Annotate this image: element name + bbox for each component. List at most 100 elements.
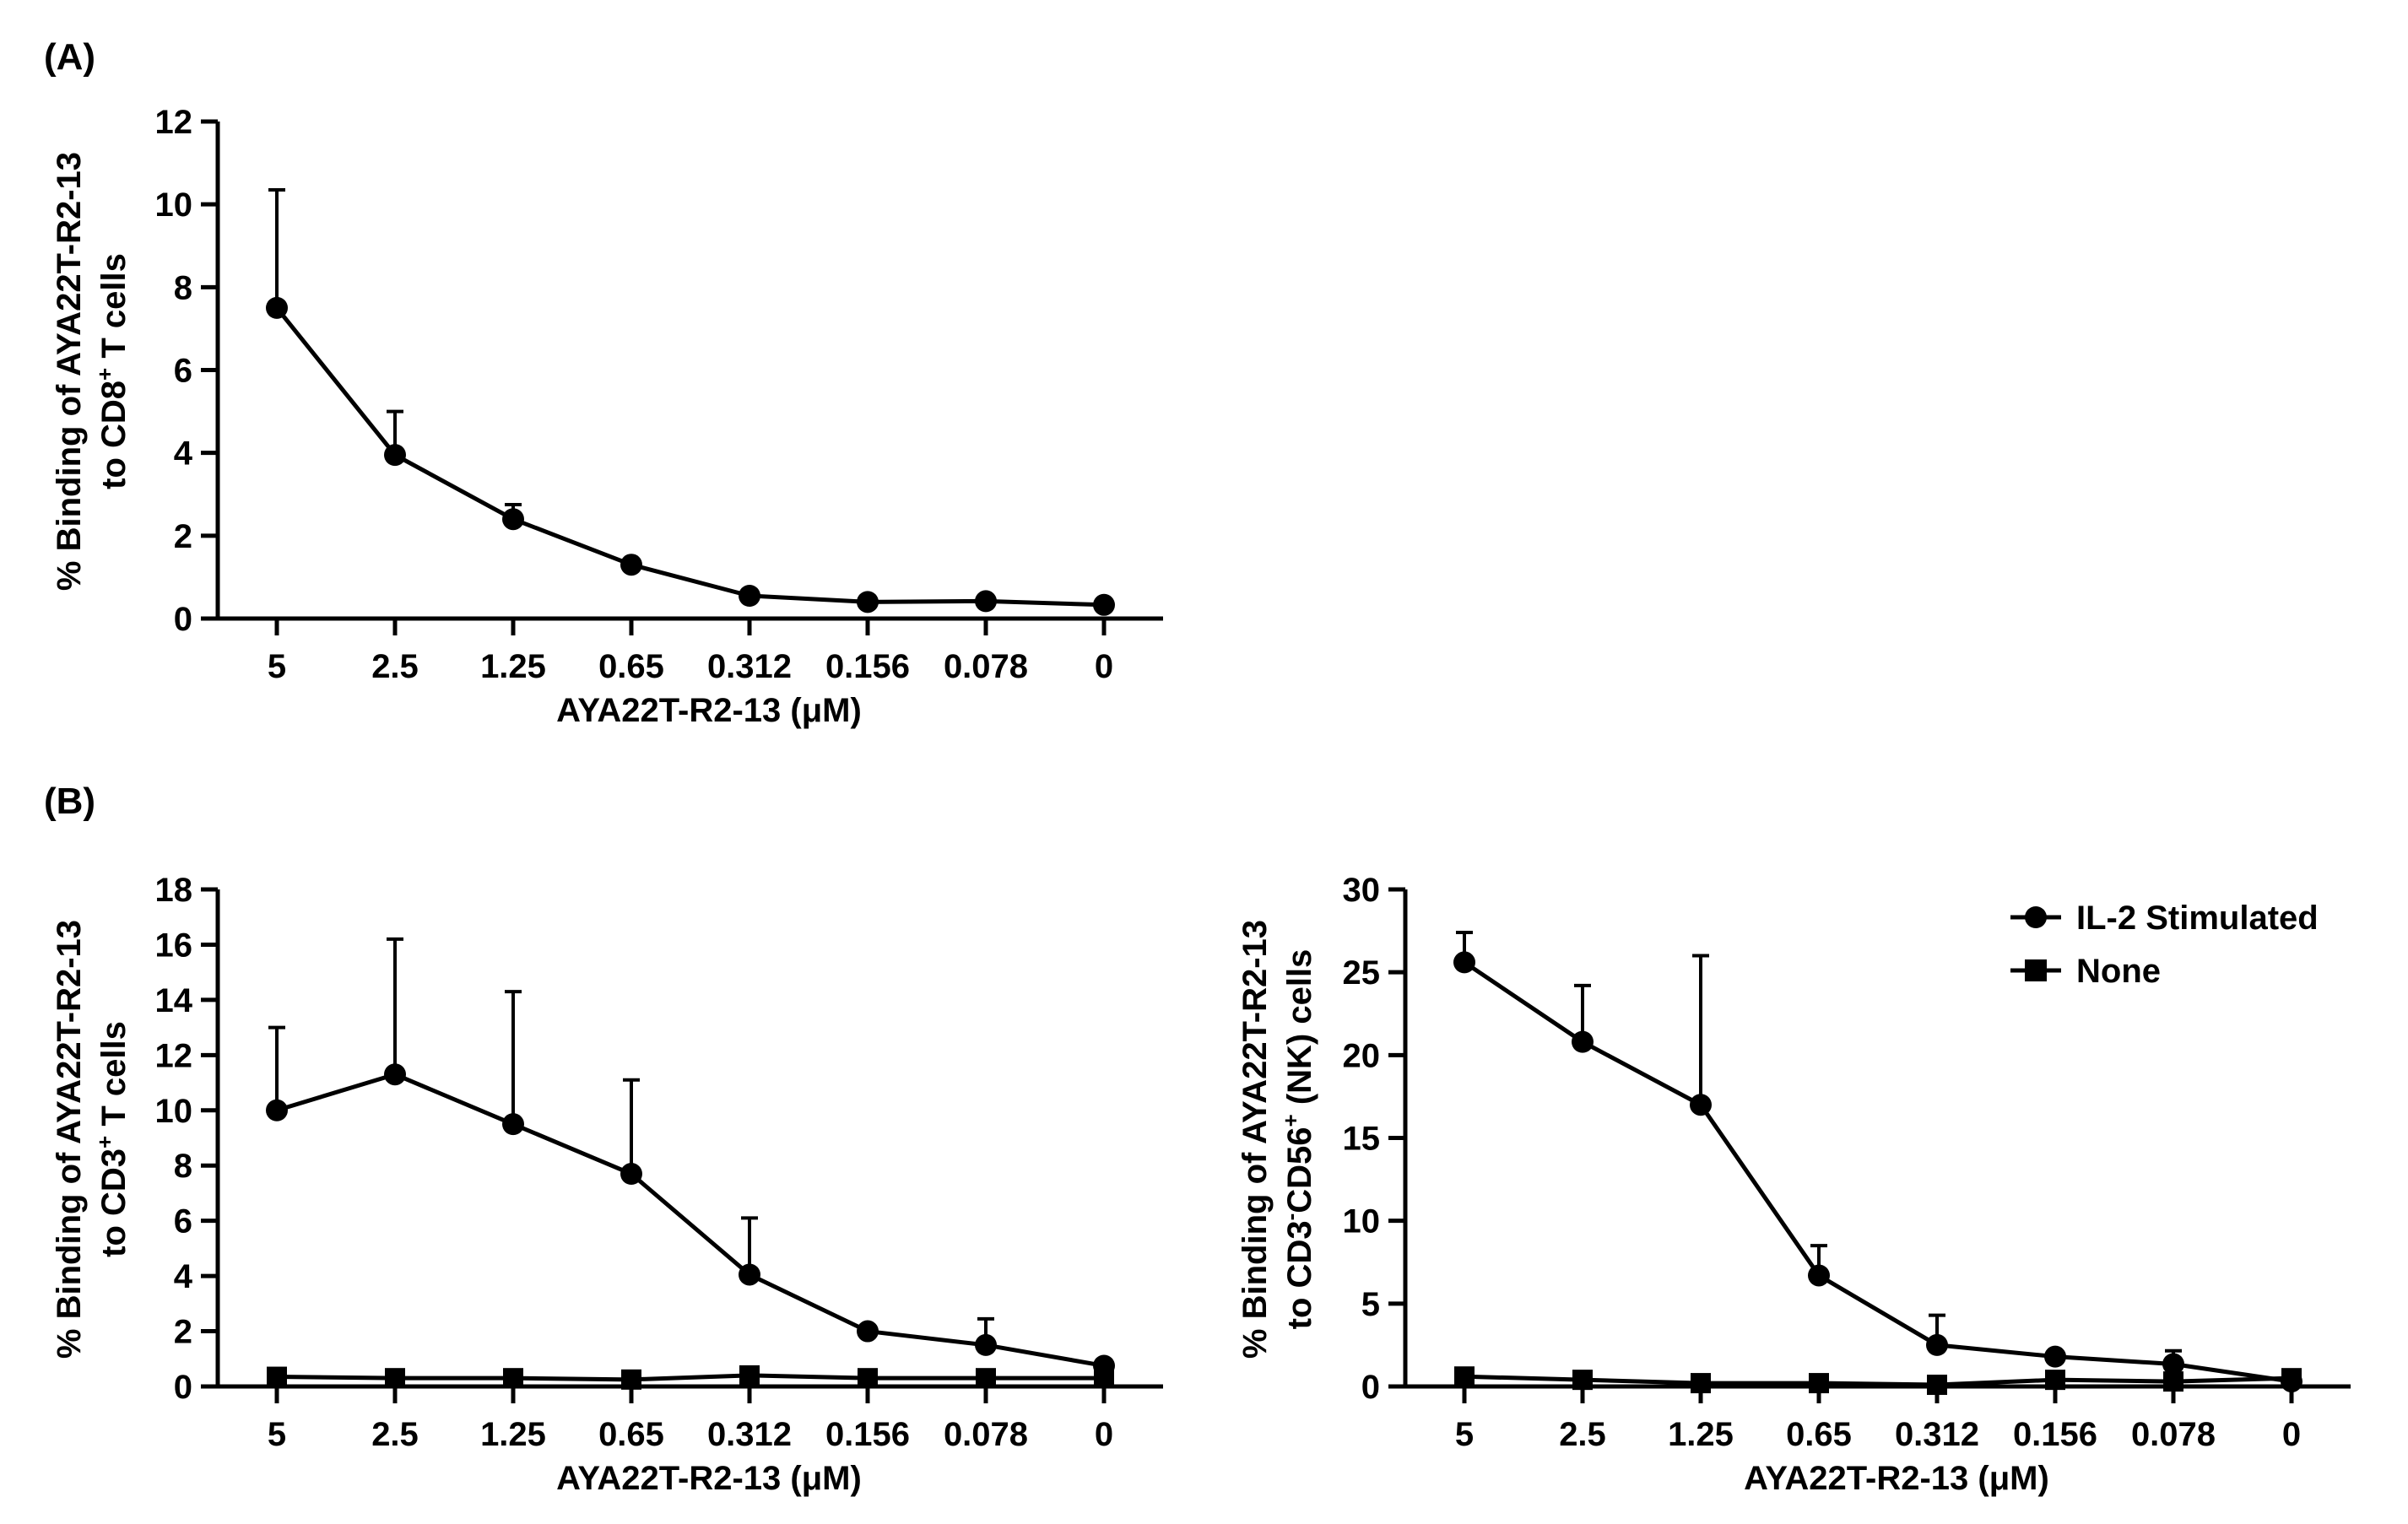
chart-a: % Binding of AYA22T-R2-13 to CD8+ T cell…: [51, 104, 1163, 729]
chart-b2-series-2-point: [2045, 1370, 2065, 1391]
chart-b1-ylabel-line1: % Binding of AYA22T-R2-13: [51, 920, 88, 1359]
chart-a-xtick-label: 0.078: [944, 648, 1028, 685]
panel-label-a: (A): [44, 36, 95, 78]
chart-a-series-1-line: [275, 306, 1105, 608]
chart-b1-series-1-point: [384, 1063, 406, 1086]
chart-a-series-1-point: [857, 591, 879, 613]
chart-a-ylabel-line2: to CD8+ T cells: [92, 253, 133, 489]
chart-a-xtick-label: 1.25: [480, 648, 546, 685]
chart-a-series-1-point: [266, 296, 288, 319]
chart-a-ytick-label: 10: [155, 186, 193, 224]
chart-b1-series-1-point: [857, 1320, 879, 1343]
chart-b1-ytick-label: 4: [174, 1258, 193, 1295]
chart-b2-ytick-label: 10: [1343, 1203, 1381, 1240]
chart-b2-series-2-point: [1809, 1373, 1829, 1394]
chart-b2-series-2-line: [1464, 1374, 2292, 1387]
legend-label-series2: None: [2076, 953, 2161, 990]
chart-b1-series-2-point: [1094, 1368, 1114, 1389]
chart-b1-series-2-point: [739, 1365, 760, 1386]
panel-label-b: (B): [44, 781, 95, 822]
chart-b2-series-1-point: [1572, 1030, 1594, 1053]
chart-b1-ytick-label: 8: [174, 1148, 192, 1185]
legend-label-series1: IL-2 Stimulated: [2076, 900, 2319, 937]
chart-a-series-1-point: [384, 444, 406, 467]
legend-marker-square: [2025, 959, 2047, 981]
chart-a-xtick-label: 2.5: [371, 648, 419, 685]
chart-b1-series-1-point: [620, 1163, 642, 1186]
chart-b2-ytick-label: 20: [1343, 1037, 1381, 1074]
chart-a-series-1-point: [502, 508, 524, 531]
chart-b2-series-1-point: [1926, 1333, 1948, 1356]
chart-b1-xtick-label: 1.25: [480, 1416, 546, 1453]
chart-b2-xtick-label: 2.5: [1559, 1416, 1606, 1453]
chart-a-xtick-label: 5: [268, 648, 286, 685]
chart-b2-series-1-point: [2044, 1345, 2066, 1368]
chart-a-series-1-point: [975, 590, 997, 613]
chart-b1-ylabel-line2: to CD3+ T cells: [92, 1021, 133, 1257]
chart-b2-series-2-point: [2281, 1368, 2302, 1389]
chart-b1-xlabel: AYA22T-R2-13 (μM): [556, 1460, 862, 1497]
chart-a-series-1-point: [739, 585, 760, 608]
chart-b1-series-2-point: [858, 1368, 878, 1389]
chart-b1-xtick-label: 0.312: [707, 1416, 792, 1453]
chart-b1-xtick-label: 0.078: [944, 1416, 1028, 1453]
chart-b1-series-1-line: [276, 1072, 1105, 1368]
chart-b1-ytick-label: 6: [174, 1203, 192, 1240]
chart-b1-series-1-point: [266, 1099, 288, 1121]
chart-a-xtick-label: 0.156: [825, 648, 910, 685]
chart-a-series-1-point: [1093, 593, 1115, 616]
chart-b1-xtick-label: 0.156: [825, 1416, 910, 1453]
chart-b2-series-1-point: [2162, 1353, 2184, 1375]
chart-b1-ytick-label: 2: [174, 1314, 192, 1351]
chart-a-ytick-label: 6: [174, 353, 192, 390]
legend: IL-2 Stimulated None: [2010, 900, 2319, 990]
legend-marker-circle: [2025, 906, 2047, 928]
chart-a-ytick-label: 2: [174, 518, 192, 555]
chart-b1-series-2-point: [503, 1368, 523, 1389]
chart-b1-xtick-label: 5: [268, 1416, 286, 1453]
chart-b2-series-1-point: [1690, 1094, 1712, 1116]
chart-a-xtick-label: 0.65: [598, 648, 664, 685]
chart-b1-series-2-point: [621, 1369, 641, 1390]
chart-a-ytick-label: 0: [174, 601, 192, 638]
chart-b2-series-1-point: [1808, 1264, 1830, 1287]
chart-a-series-1-point: [620, 554, 642, 576]
chart-a-xlabel: AYA22T-R2-13 (μM): [556, 692, 862, 729]
chart-b2-ytick-label: 15: [1343, 1121, 1381, 1158]
chart-b2-xtick-label: 5: [1455, 1416, 1474, 1453]
chart-b1-ytick-label: 0: [174, 1369, 192, 1406]
chart-b2-xtick-label: 1.25: [1668, 1416, 1734, 1453]
chart-b1-ytick-label: 18: [155, 872, 193, 909]
chart-b1-ytick-label: 16: [155, 927, 193, 964]
chart-b2-ytick-label: 5: [1361, 1286, 1380, 1323]
chart-b1-series-1-point: [739, 1263, 760, 1286]
chart-b2-ytick-label: 25: [1343, 954, 1381, 992]
chart-b2-xtick-label: 0: [2282, 1416, 2301, 1453]
chart-b2-xtick-label: 0.312: [1895, 1416, 1979, 1453]
chart-a-ytick-label: 12: [155, 104, 193, 141]
chart-b1-series-2-line: [276, 1373, 1104, 1382]
chart-b2-series-1-point: [1453, 951, 1475, 974]
chart-b1-ytick-label: 14: [155, 982, 193, 1019]
chart-b2-xtick-label: 0.156: [2013, 1416, 2097, 1453]
chart-b2-series-2-point: [1691, 1373, 1711, 1394]
chart-b1-ytick-label: 12: [155, 1037, 193, 1074]
chart-a-ytick-label: 4: [174, 435, 193, 473]
chart-b1-series-1-point: [502, 1113, 524, 1136]
chart-b1-series-2-point: [385, 1368, 405, 1389]
chart-b2-xtick-label: 0.65: [1786, 1416, 1852, 1453]
chart-b1-xtick-label: 2.5: [371, 1416, 419, 1453]
chart-a-xtick-label: 0.312: [707, 648, 792, 685]
chart-b2-xtick-label: 0.078: [2131, 1416, 2216, 1453]
chart-b2-ytick-label: 30: [1343, 872, 1381, 909]
chart-b1-xtick-label: 0: [1095, 1416, 1113, 1453]
chart-b2-series-2-point: [2163, 1371, 2183, 1392]
chart-a-ytick-label: 8: [174, 269, 192, 306]
chart-b1-series-2-point: [976, 1368, 996, 1389]
chart-b1-ytick-label: 10: [155, 1093, 193, 1130]
chart-b2-series-2-point: [1454, 1366, 1475, 1387]
chart-a-ylabel-line1: % Binding of AYA22T-R2-13: [51, 152, 88, 591]
chart-b2: % Binding of AYA22T-R2-13 to CD3-CD56+ (…: [1236, 872, 2351, 1497]
chart-b1-series-1-point: [975, 1333, 997, 1356]
